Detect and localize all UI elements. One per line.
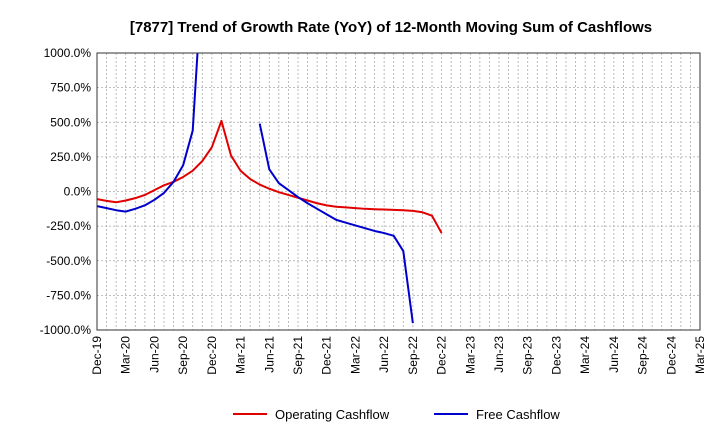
free-cashflow-line [97, 53, 199, 213]
x-tick-label: Mar-24 [578, 336, 592, 374]
legend-label-operating-cashflow: Operating Cashflow [275, 407, 390, 422]
x-tick-label: Mar-20 [119, 336, 133, 374]
operating-cashflow-line [97, 119, 443, 234]
x-tick-label: Sep-21 [291, 336, 305, 375]
chart-title: [7877] Trend of Growth Rate (YoY) of 12-… [130, 19, 652, 36]
legend: Operating Cashflow Free Cashflow [233, 407, 560, 422]
x-tick-label: Dec-20 [205, 336, 219, 375]
y-tick-label: -750.0% [46, 288, 91, 302]
x-tick-label: Dec-19 [90, 336, 104, 375]
x-tick-label: Mar-21 [234, 336, 248, 374]
x-tick-label: Dec-24 [664, 336, 678, 375]
x-tick-label: Dec-22 [435, 336, 449, 375]
legend-label-free-cashflow: Free Cashflow [476, 407, 560, 422]
x-tick-label: Jun-24 [607, 336, 621, 373]
x-tick-label: Jun-21 [262, 336, 276, 373]
x-tick-label: Jun-22 [377, 336, 391, 373]
x-tick-label: Mar-22 [348, 336, 362, 374]
free-cashflow-line [258, 123, 414, 324]
x-tick-label: Mar-23 [463, 336, 477, 374]
y-tick-label: -500.0% [46, 254, 91, 268]
y-tick-label: -250.0% [46, 219, 91, 233]
plot-border [96, 52, 701, 331]
x-tick-label: Jun-20 [147, 336, 161, 373]
x-tick-label: Sep-23 [521, 336, 535, 375]
x-tick-label: Jun-23 [492, 336, 506, 373]
x-tick-label: Sep-24 [636, 336, 650, 375]
y-tick-label: 750.0% [50, 81, 91, 95]
x-tick-label: Mar-25 [693, 336, 707, 374]
y-tick-label: 0.0% [64, 185, 92, 199]
x-tick-label: Dec-23 [549, 336, 563, 375]
x-tick-label: Sep-22 [406, 336, 420, 375]
y-tick-label: 250.0% [50, 150, 91, 164]
x-tick-label: Sep-20 [176, 336, 190, 375]
y-tick-label: 1000.0% [44, 46, 92, 60]
y-tick-label: 500.0% [50, 115, 91, 129]
x-tick-label: Dec-21 [320, 336, 334, 375]
y-tick-label: -1000.0% [40, 323, 92, 337]
plot-area: 1000.0% 750.0% 500.0% 250.0% 0.0% -250.0% -500… [40, 46, 707, 375]
